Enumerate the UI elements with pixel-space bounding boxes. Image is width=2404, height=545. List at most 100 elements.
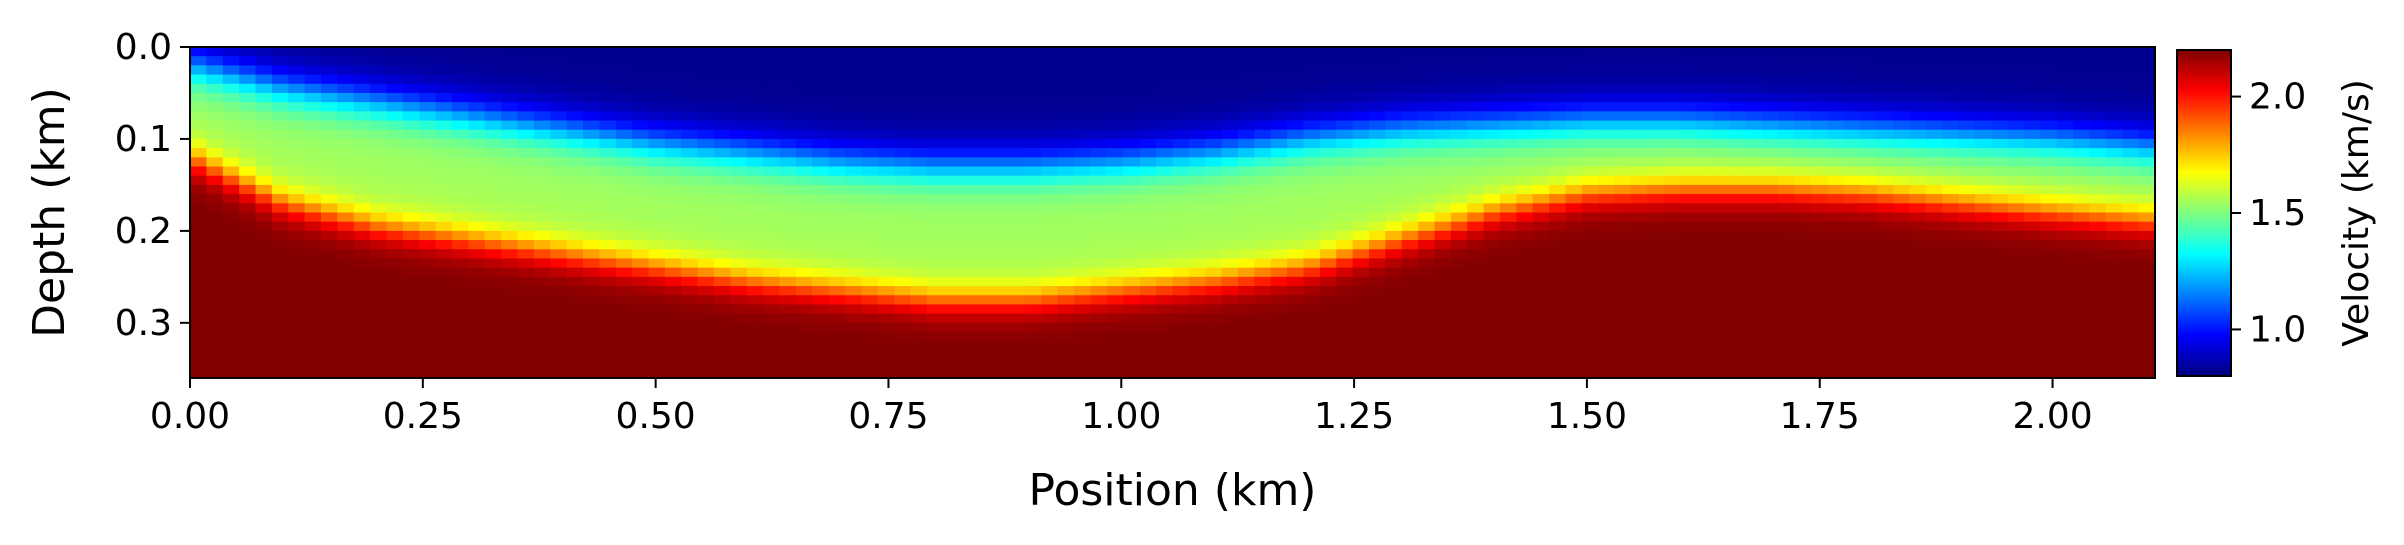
heatmap-cell bbox=[435, 368, 453, 379]
heatmap-cell bbox=[615, 120, 633, 131]
heatmap-cell bbox=[239, 304, 257, 315]
heatmap-cell bbox=[697, 258, 715, 269]
heatmap-cell bbox=[1680, 304, 1698, 315]
colorbar-strip bbox=[2177, 92, 2231, 95]
heatmap-cell bbox=[501, 166, 519, 177]
heatmap-cell bbox=[894, 286, 912, 296]
heatmap-cell bbox=[1303, 203, 1321, 214]
heatmap-cell bbox=[1303, 102, 1321, 112]
heatmap-cell bbox=[468, 83, 486, 94]
heatmap-cell bbox=[1876, 368, 1894, 379]
heatmap-cell bbox=[1827, 157, 1845, 168]
heatmap-cell bbox=[1057, 276, 1075, 287]
heatmap-cell bbox=[1238, 276, 1255, 287]
colorbar-strip bbox=[2177, 79, 2231, 82]
heatmap-cell bbox=[1958, 175, 1976, 186]
heatmap-cell bbox=[2105, 47, 2123, 57]
heatmap-cell bbox=[386, 368, 404, 379]
heatmap-cell bbox=[1598, 83, 1616, 94]
heatmap-cell bbox=[1909, 267, 1927, 278]
heatmap-cell bbox=[1188, 157, 1206, 168]
heatmap-cell bbox=[288, 65, 306, 76]
heatmap-cell bbox=[1860, 322, 1878, 333]
heatmap-cell bbox=[1696, 258, 1714, 269]
heatmap-cell bbox=[1090, 102, 1108, 112]
heatmap-cell bbox=[861, 184, 879, 195]
heatmap-cell bbox=[1745, 194, 1763, 204]
heatmap-cell bbox=[1450, 368, 1468, 379]
heatmap-cell bbox=[1270, 47, 1288, 57]
heatmap-cell bbox=[1450, 203, 1468, 214]
colorbar-strip bbox=[2177, 71, 2231, 74]
heatmap-cell bbox=[452, 175, 469, 186]
heatmap-cell bbox=[1762, 157, 1779, 168]
heatmap-cell bbox=[1369, 240, 1386, 250]
heatmap-cell bbox=[419, 258, 437, 269]
heatmap-cell bbox=[1221, 295, 1239, 306]
heatmap-cell bbox=[304, 102, 322, 112]
heatmap-cell bbox=[910, 203, 928, 214]
heatmap-cell bbox=[1631, 166, 1648, 177]
heatmap-cell bbox=[1565, 56, 1583, 66]
heatmap-cell bbox=[828, 148, 846, 158]
heatmap-cell bbox=[1581, 286, 1599, 296]
heatmap-cell bbox=[1336, 102, 1354, 112]
heatmap-cell bbox=[828, 295, 846, 306]
heatmap-cell bbox=[763, 212, 781, 223]
heatmap-cell bbox=[2040, 267, 2058, 278]
heatmap-cell bbox=[1647, 240, 1665, 250]
heatmap-cell bbox=[1107, 184, 1124, 195]
heatmap-cell bbox=[599, 148, 617, 158]
heatmap-cell bbox=[1041, 138, 1059, 149]
heatmap-cell bbox=[1909, 313, 1927, 324]
heatmap-cell bbox=[1811, 184, 1829, 195]
heatmap-cell bbox=[779, 322, 797, 333]
heatmap-cell bbox=[1909, 129, 1927, 140]
heatmap-cell bbox=[697, 350, 715, 361]
heatmap-cell bbox=[2056, 304, 2074, 315]
heatmap-cell bbox=[1712, 74, 1730, 85]
heatmap-cell bbox=[501, 203, 519, 214]
colorbar-strip bbox=[2177, 84, 2231, 87]
heatmap-cell bbox=[1909, 212, 1927, 223]
heatmap-cell bbox=[1991, 368, 2009, 379]
heatmap-cell bbox=[812, 102, 830, 112]
heatmap-cell bbox=[501, 322, 519, 333]
heatmap-cell bbox=[1745, 184, 1763, 195]
heatmap-cell bbox=[1352, 148, 1370, 158]
heatmap-cell bbox=[910, 368, 928, 379]
heatmap-cell bbox=[484, 368, 502, 379]
heatmap-cell bbox=[550, 230, 568, 241]
heatmap-cell bbox=[2040, 313, 2058, 324]
heatmap-cell bbox=[1025, 332, 1043, 342]
heatmap-cell bbox=[2007, 286, 2025, 296]
colorbar-strip bbox=[2177, 318, 2231, 322]
heatmap-cell bbox=[1712, 258, 1730, 269]
heatmap-cell bbox=[1254, 359, 1272, 370]
heatmap-cell bbox=[943, 47, 961, 57]
heatmap-cell bbox=[664, 295, 682, 306]
colorbar-strip bbox=[2177, 312, 2231, 315]
heatmap-cell bbox=[239, 313, 257, 324]
heatmap-cell bbox=[517, 120, 535, 131]
heatmap-cell bbox=[517, 240, 535, 250]
heatmap-cell bbox=[1893, 120, 1910, 131]
heatmap-cell bbox=[2040, 304, 2058, 315]
heatmap-cell bbox=[1565, 286, 1583, 296]
heatmap-cell bbox=[1696, 341, 1714, 352]
heatmap-cell bbox=[1418, 212, 1436, 223]
heatmap-cell bbox=[1778, 322, 1796, 333]
heatmap-cell bbox=[1450, 194, 1468, 204]
heatmap-cell bbox=[2024, 230, 2041, 241]
heatmap-cell bbox=[1827, 286, 1845, 296]
heatmap-cell bbox=[468, 175, 486, 186]
heatmap-cell bbox=[255, 102, 273, 112]
heatmap-cell bbox=[222, 83, 240, 94]
heatmap-cell bbox=[468, 157, 486, 168]
heatmap-cell bbox=[1369, 313, 1386, 324]
heatmap-cell bbox=[795, 332, 813, 342]
heatmap-cell bbox=[1303, 157, 1321, 168]
heatmap-cell bbox=[1041, 322, 1059, 333]
heatmap-cell bbox=[1401, 56, 1419, 66]
heatmap-cell bbox=[386, 83, 404, 94]
